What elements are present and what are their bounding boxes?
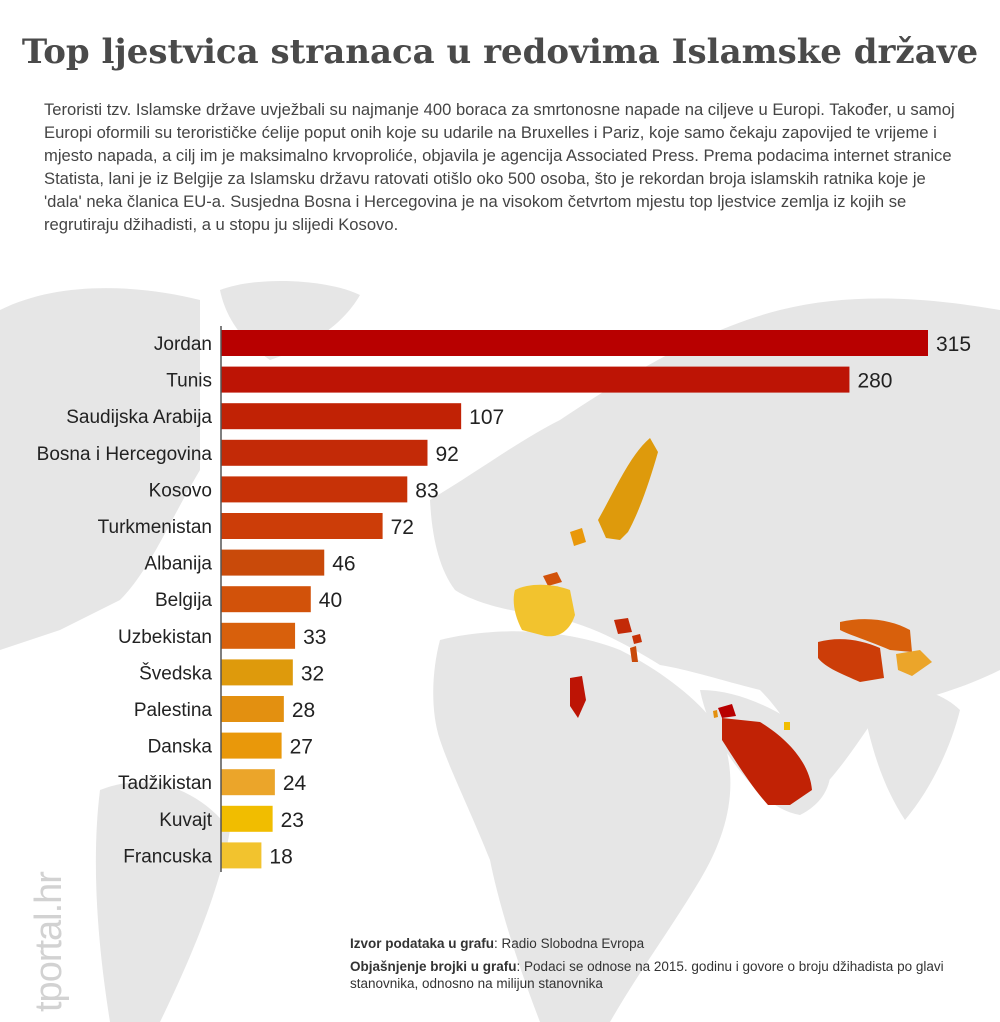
value-label-5: 72 (391, 516, 414, 539)
value-label-13: 23 (281, 809, 304, 832)
brand-logo: tportal.hr (28, 872, 70, 1012)
bar-8 (221, 622, 296, 649)
bar-6 (221, 549, 325, 576)
category-label-11: Danska (148, 737, 213, 758)
category-label-9: Švedska (139, 662, 212, 684)
value-label-6: 46 (332, 553, 355, 576)
category-label-7: Belgija (155, 590, 212, 611)
world-map-background (0, 280, 1000, 1022)
source-value: Radio Slobodna Evropa (501, 936, 645, 951)
bar-2 (221, 403, 462, 430)
category-label-12: Tadžikistan (118, 773, 212, 794)
sweden-shape (598, 438, 658, 540)
kuwait-shape (784, 722, 790, 730)
bar-1 (221, 366, 850, 393)
uzbekistan-shape (840, 619, 912, 652)
category-label-14: Francuska (123, 846, 212, 867)
explanation-value: Podaci se odnose na 2015. godinu i govor… (350, 959, 944, 991)
category-label-3: Bosna i Hercegovina (37, 444, 213, 465)
source-row: Izvor podataka u grafu: Radio Slobodna E… (350, 936, 645, 951)
value-label-7: 40 (319, 589, 342, 612)
bar-13 (221, 805, 273, 832)
value-label-2: 107 (469, 406, 504, 429)
intro-paragraph: Teroristi tzv. Islamske države uvježbali… (44, 100, 955, 234)
bosnia-shape (614, 618, 632, 634)
belgium-shape (543, 572, 562, 586)
category-label-1: Tunis (166, 371, 212, 392)
category-label-13: Kuvajt (159, 810, 213, 831)
value-label-10: 28 (292, 699, 315, 722)
value-label-0: 315 (936, 333, 971, 356)
category-label-4: Kosovo (149, 480, 212, 501)
bar-5 (221, 513, 383, 539)
source-label: Izvor podataka u grafu (350, 936, 495, 951)
north-america-land (0, 288, 200, 650)
kosovo-shape (632, 634, 642, 644)
value-label-8: 33 (303, 626, 326, 649)
explanation-row: Objašnjenje brojki u grafu: Podaci se od… (350, 959, 944, 991)
bar-7 (221, 586, 311, 613)
bar-3 (221, 439, 428, 466)
explanation-label: Objašnjenje brojki u grafu (350, 959, 517, 974)
france-shape (513, 584, 575, 637)
land-masses (0, 280, 1000, 1022)
africa-land (433, 631, 731, 1022)
value-label-11: 27 (290, 736, 313, 759)
jordan-shape (718, 704, 736, 718)
britain-land (464, 515, 499, 564)
category-label-8: Uzbekistan (118, 627, 212, 648)
category-label-0: Jordan (154, 334, 212, 355)
tajikistan-shape (896, 650, 932, 676)
value-label-14: 18 (269, 845, 292, 868)
bar-14 (221, 842, 262, 869)
south-america-land (95, 782, 230, 1022)
category-label-10: Palestina (134, 700, 213, 721)
value-label-9: 32 (301, 662, 324, 685)
highlighted-countries (513, 438, 932, 805)
denmark-shape (570, 528, 586, 546)
turkmenistan-shape (818, 639, 884, 682)
value-label-3: 92 (435, 443, 458, 466)
saudi-arabia-shape (722, 718, 812, 805)
bar-9 (221, 659, 293, 686)
value-label-4: 83 (415, 479, 438, 502)
value-label-12: 24 (283, 772, 307, 795)
bar-12 (221, 769, 275, 796)
bar-0 (221, 330, 928, 356)
palestine-shape (713, 710, 718, 718)
page-title: Top ljestvica stranaca u redovima Islams… (21, 32, 979, 72)
india-land (860, 686, 960, 820)
bar-10 (221, 696, 284, 722)
bar-4 (221, 476, 408, 503)
category-label-5: Turkmenistan (98, 517, 212, 538)
category-label-6: Albanija (144, 554, 212, 575)
value-label-1: 280 (857, 370, 892, 393)
tunisia-shape (570, 676, 586, 718)
source-note: Izvor podataka u grafu: Radio Slobodna E… (350, 935, 990, 998)
category-label-2: Saudijska Arabija (66, 407, 212, 428)
albania-shape (630, 646, 638, 662)
bar-11 (221, 732, 282, 759)
